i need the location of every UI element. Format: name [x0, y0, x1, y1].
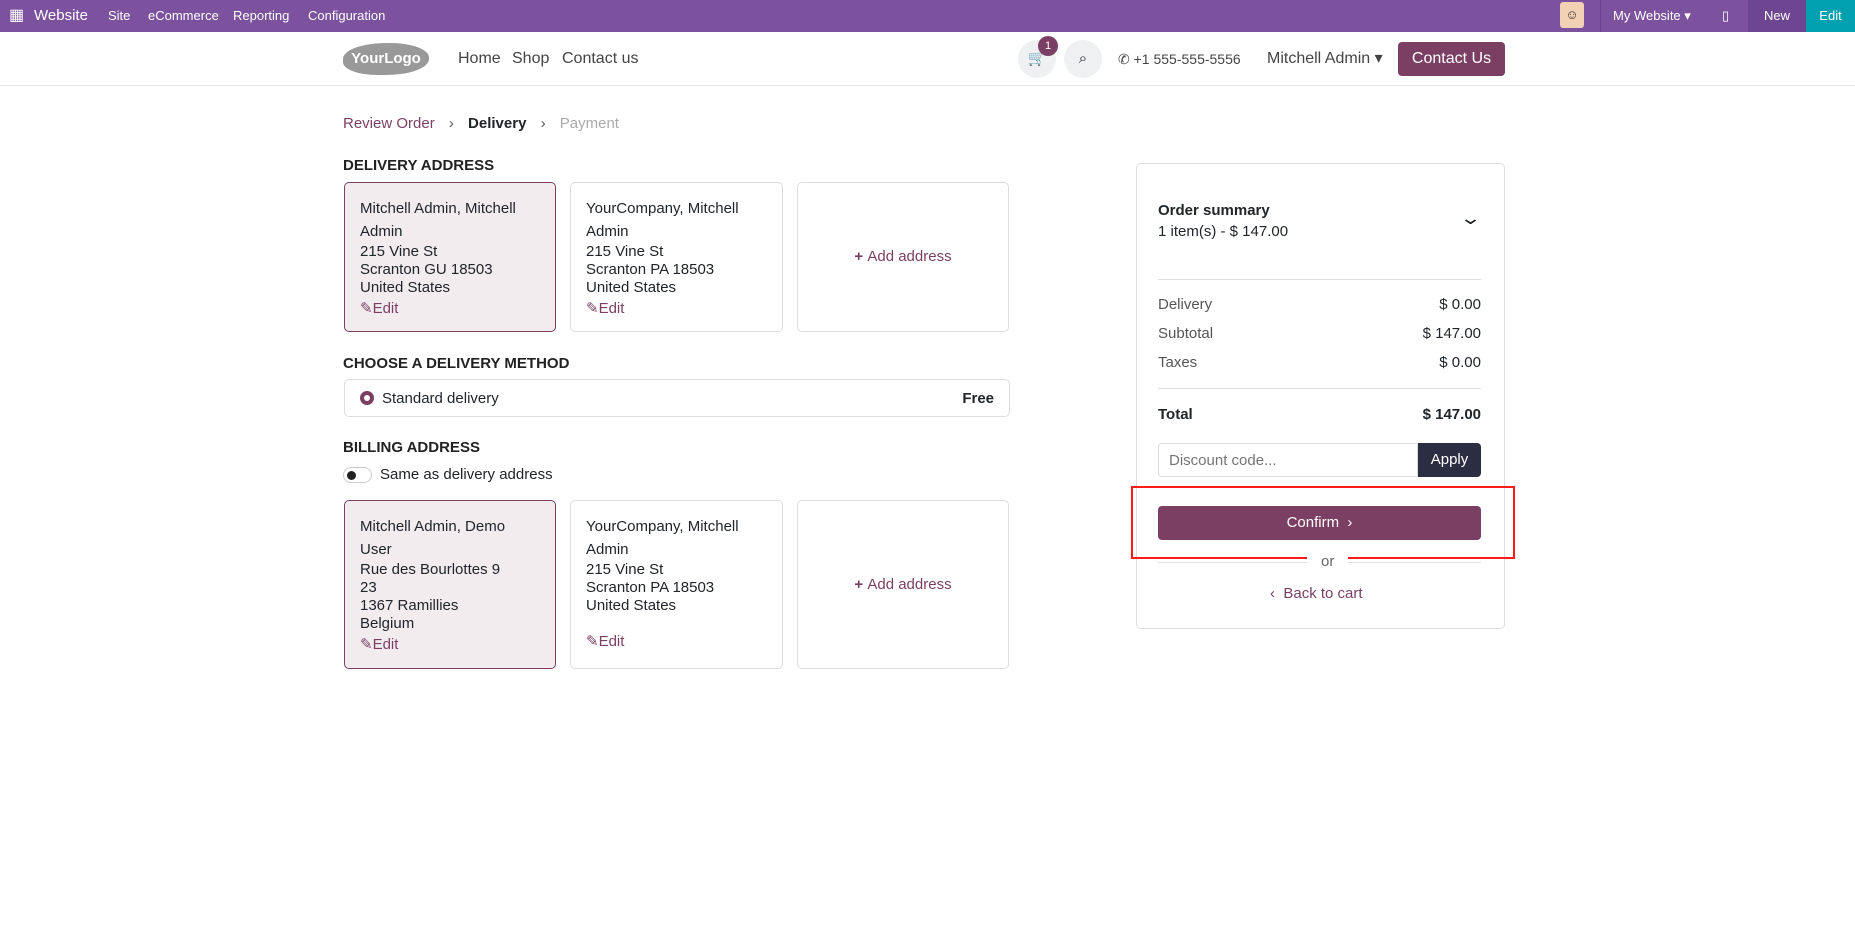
- mobile-preview-icon[interactable]: ▯: [1722, 8, 1730, 23]
- delivery-address-title: DELIVERY ADDRESS: [343, 157, 495, 174]
- delivery-price: Free: [962, 389, 994, 407]
- cart-badge: 1: [1038, 36, 1058, 56]
- menu-reporting[interactable]: Reporting: [233, 8, 290, 23]
- app-name[interactable]: Website: [34, 7, 88, 24]
- discount-group: Apply: [1158, 443, 1481, 477]
- delivery-row: Delivery $ 0.00: [1158, 296, 1481, 313]
- breadcrumb-delivery: Delivery: [468, 115, 527, 132]
- apply-button[interactable]: Apply: [1418, 443, 1481, 477]
- menu-site[interactable]: Site: [108, 8, 131, 23]
- radio-selected[interactable]: [360, 391, 374, 405]
- order-summary-title: Order summary: [1158, 202, 1270, 219]
- plus-icon: +: [854, 248, 864, 265]
- billing-address-title: BILLING ADDRESS: [343, 439, 480, 456]
- phone-icon: ✆: [1118, 51, 1130, 67]
- nav-home[interactable]: Home: [458, 50, 501, 67]
- search-button[interactable]: ⌕: [1064, 40, 1102, 78]
- total-row: Total $ 147.00: [1158, 406, 1481, 423]
- delivery-address-card[interactable]: Mitchell Admin, Mitchell Admin 215 Vine …: [344, 182, 556, 332]
- logo[interactable]: YourLogo: [343, 43, 429, 75]
- search-icon: ⌕: [1078, 50, 1088, 67]
- menu-ecommerce[interactable]: eCommerce: [148, 8, 219, 23]
- plus-icon: +: [854, 575, 864, 593]
- edit-link[interactable]: ✎Edit: [360, 636, 399, 653]
- breadcrumb-payment: Payment: [559, 115, 619, 132]
- edit-button[interactable]: Edit: [1806, 0, 1855, 32]
- taxes-row: Taxes $ 0.00: [1158, 354, 1481, 371]
- subtotal-row: Subtotal $ 147.00: [1158, 325, 1481, 342]
- nav-contact[interactable]: Contact us: [562, 50, 639, 67]
- edit-link[interactable]: ✎Edit: [586, 300, 625, 317]
- billing-address-card[interactable]: YourCompany, Mitchell Admin 215 Vine St S…: [570, 500, 783, 669]
- billing-address-card[interactable]: Mitchell Admin, Demo User Rue des Bourlo…: [344, 500, 556, 669]
- new-button[interactable]: New: [1748, 0, 1806, 32]
- website-label: My Website: [1613, 8, 1681, 23]
- or-separator: or: [1307, 553, 1349, 570]
- nav-shop[interactable]: Shop: [512, 50, 550, 67]
- menu-configuration[interactable]: Configuration: [308, 8, 386, 23]
- phone[interactable]: ✆ +1 555-555-5556: [1118, 51, 1241, 67]
- delivery-address-card[interactable]: YourCompany, Mitchell Admin 215 Vine St S…: [570, 182, 783, 332]
- delivery-method-option[interactable]: Standard delivery Free: [344, 379, 1010, 417]
- avatar[interactable]: ☺: [1560, 2, 1584, 28]
- highlight-box: [1131, 486, 1515, 559]
- back-to-cart-link[interactable]: ‹ Back to cart: [1270, 585, 1363, 602]
- chevron-down-icon[interactable]: ⌄: [1459, 208, 1482, 228]
- add-delivery-address[interactable]: + Add address: [797, 182, 1009, 332]
- add-billing-address[interactable]: + Add address: [797, 500, 1009, 669]
- same-as-delivery-toggle[interactable]: Same as delivery address: [343, 466, 553, 483]
- contact-us-button[interactable]: Contact Us: [1398, 42, 1505, 76]
- apps-grid-icon[interactable]: ▦: [9, 7, 25, 24]
- delivery-method-title: CHOOSE A DELIVERY METHOD: [343, 355, 570, 372]
- user-menu[interactable]: Mitchell Admin ▾: [1267, 50, 1383, 67]
- order-summary-card: [1136, 163, 1505, 629]
- breadcrumb-review-order[interactable]: Review Order: [343, 115, 435, 132]
- my-website-dropdown[interactable]: My Website ▾: [1600, 0, 1700, 32]
- odoo-topbar: ▦ Website Site eCommerce Reporting Confi…: [0, 0, 1855, 32]
- edit-link[interactable]: ✎Edit: [360, 300, 399, 317]
- discount-code-input[interactable]: [1158, 443, 1418, 477]
- cart-button[interactable]: 🛒 1: [1018, 36, 1058, 78]
- breadcrumb: Review Order › Delivery › Payment: [343, 115, 619, 132]
- order-summary-items: 1 item(s) - $ 147.00: [1158, 223, 1289, 240]
- website-header: YourLogo Home Shop Contact us 🛒 1 ⌕ ✆ +1…: [0, 32, 1855, 86]
- edit-link[interactable]: ✎Edit: [586, 633, 625, 650]
- confirm-button[interactable]: Confirm ›: [1158, 506, 1481, 540]
